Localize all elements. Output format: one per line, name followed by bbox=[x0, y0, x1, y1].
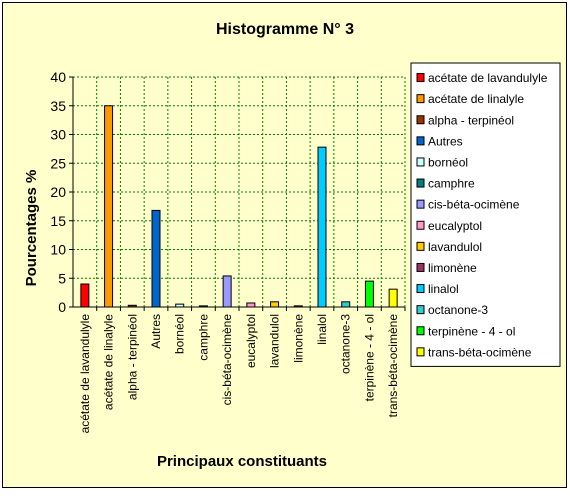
x-axis-title: Principaux constituants bbox=[157, 453, 327, 470]
legend-swatch bbox=[416, 199, 425, 209]
y-tick-label: 5 bbox=[58, 270, 66, 286]
legend-swatch bbox=[416, 94, 425, 104]
legend-box bbox=[410, 62, 561, 367]
x-tick-label: camphre bbox=[196, 314, 210, 361]
bar bbox=[270, 301, 280, 308]
legend-label: linalol bbox=[428, 282, 459, 296]
legend-label: cis-béta-ocimène bbox=[428, 198, 520, 212]
y-tick-label: 25 bbox=[50, 155, 66, 171]
legend-swatch bbox=[416, 284, 425, 294]
y-tick-label: 15 bbox=[50, 213, 66, 229]
legend-swatch bbox=[416, 73, 425, 83]
legend-swatch bbox=[416, 178, 425, 188]
legend-swatch bbox=[416, 136, 425, 146]
legend-label: lavandulol bbox=[428, 240, 482, 254]
y-tick-label: 10 bbox=[50, 242, 66, 258]
legend-label: bornéol bbox=[428, 155, 468, 169]
legend-label: eucalyptol bbox=[428, 219, 482, 233]
x-tick-label: limonène bbox=[291, 314, 305, 363]
legend-label: acétate de lavandulyle bbox=[428, 71, 548, 85]
legend-label: terpinène - 4 - ol bbox=[428, 324, 515, 338]
x-tick-label: Autres bbox=[149, 314, 163, 349]
y-tick-label: 20 bbox=[50, 184, 66, 200]
x-tick-label: eucalyptol bbox=[244, 314, 258, 368]
legend-swatch bbox=[416, 241, 425, 251]
legend-swatch bbox=[416, 347, 425, 357]
bar bbox=[222, 275, 232, 308]
x-tick-label: cis-béta-ocimène bbox=[220, 314, 234, 406]
legend-swatch bbox=[416, 326, 425, 336]
legend-label: camphre bbox=[428, 177, 475, 191]
legend-label: limonène bbox=[428, 261, 477, 275]
x-tick-label: acétate de linalyle bbox=[102, 314, 116, 410]
bar bbox=[151, 209, 161, 308]
legend-label: alpha - terpinéol bbox=[428, 113, 514, 127]
y-tick-label: 40 bbox=[50, 69, 66, 85]
bar bbox=[104, 105, 114, 308]
bar bbox=[317, 146, 327, 308]
bar bbox=[364, 280, 374, 308]
legend-label: octanone-3 bbox=[428, 303, 488, 317]
y-tick-label: 0 bbox=[58, 299, 66, 315]
x-tick-label: trans-béta-ocimène bbox=[386, 314, 400, 418]
x-tick-label: acétate de lavandulyle bbox=[78, 314, 92, 434]
bar bbox=[246, 302, 256, 308]
legend-swatch bbox=[416, 115, 425, 125]
bar bbox=[388, 288, 398, 308]
legend-swatch bbox=[416, 262, 425, 272]
legend-label: trans-béta-ocimène bbox=[428, 345, 532, 359]
bar bbox=[80, 283, 90, 308]
x-tick-label: lavandulol bbox=[268, 314, 282, 368]
legend-label: Autres bbox=[428, 134, 463, 148]
legend-label: acétate de linalyle bbox=[428, 92, 524, 106]
bar bbox=[341, 301, 351, 308]
legend-swatch bbox=[416, 157, 425, 167]
x-tick-label: linalol bbox=[315, 314, 329, 345]
chart-title: Histogramme N° 3 bbox=[216, 21, 354, 38]
legend-swatch bbox=[416, 220, 425, 230]
x-tick-label: bornéol bbox=[173, 314, 187, 354]
x-tick-label: alpha - terpinéol bbox=[125, 314, 139, 400]
legend-swatch bbox=[416, 305, 425, 315]
y-tick-label: 30 bbox=[50, 127, 66, 143]
y-axis-title: Pourcentages % bbox=[23, 170, 40, 287]
x-tick-label: terpinène - 4 - ol bbox=[362, 314, 376, 401]
x-tick-label: octanone-3 bbox=[339, 314, 353, 374]
y-tick-label: 35 bbox=[50, 98, 66, 114]
